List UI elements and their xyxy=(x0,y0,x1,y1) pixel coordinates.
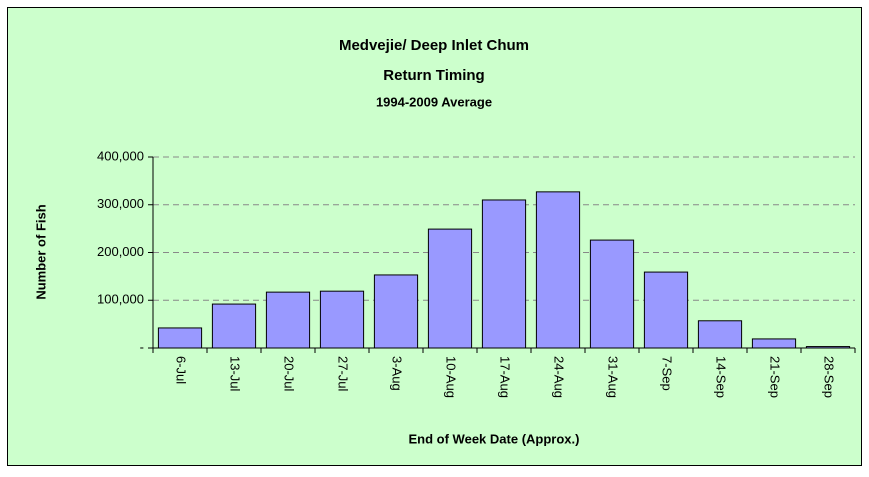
x-tick-label: 14-Sep xyxy=(714,356,729,398)
bar xyxy=(589,239,635,349)
y-tick-label: 100,000 xyxy=(97,292,144,307)
x-tick-label: 28-Sep xyxy=(822,356,837,398)
y-tick-label: 200,000 xyxy=(97,244,144,259)
bar xyxy=(211,303,257,349)
bar xyxy=(751,338,797,349)
y-tick-label: 400,000 xyxy=(97,148,144,163)
bar xyxy=(265,291,311,349)
bar xyxy=(373,274,419,349)
bar xyxy=(157,327,203,349)
x-tick-label: 13-Jul xyxy=(228,356,243,392)
x-tick-label: 21-Sep xyxy=(768,356,783,398)
bar xyxy=(427,228,473,349)
x-tick-label: 6-Jul xyxy=(174,356,189,384)
x-tick-label: 17-Aug xyxy=(498,356,513,398)
y-axis-label: Number of Fish xyxy=(33,204,48,299)
y-tick-label: - xyxy=(140,339,144,354)
bar xyxy=(481,199,527,349)
x-tick-label: 20-Jul xyxy=(282,356,297,392)
x-tick-label: 24-Aug xyxy=(552,356,567,398)
x-tick-label: 7-Sep xyxy=(660,356,675,391)
x-tick-label: 27-Jul xyxy=(336,356,351,392)
bar xyxy=(319,290,365,349)
bar xyxy=(643,271,689,349)
chart-subtitle: 1994-2009 Average xyxy=(376,94,492,109)
x-tick-label: 31-Aug xyxy=(606,356,621,398)
chart-title: Medvejie/ Deep Inlet Chum xyxy=(339,37,529,54)
x-tick-label: 3-Aug xyxy=(390,356,405,391)
bar xyxy=(535,191,581,349)
x-tick-label: 10-Aug xyxy=(444,356,459,398)
bar xyxy=(697,320,743,349)
x-axis-label: End of Week Date (Approx.) xyxy=(409,431,580,446)
y-tick-label: 300,000 xyxy=(97,196,144,211)
chart-subtitle: Return Timing xyxy=(383,67,484,84)
